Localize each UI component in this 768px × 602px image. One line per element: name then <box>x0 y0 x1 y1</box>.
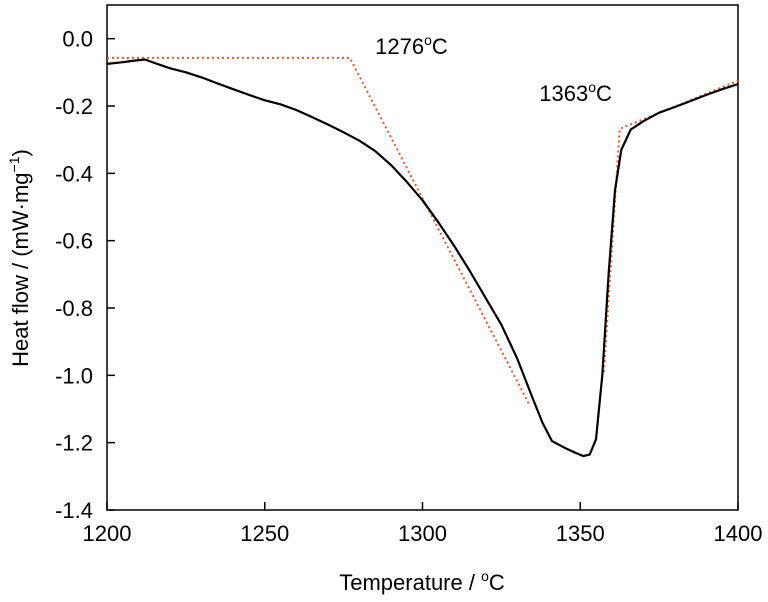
tangent-line <box>107 56 531 407</box>
x-tick-label: 1350 <box>556 521 605 546</box>
data-series <box>106 58 739 458</box>
annotations: 1276oC 1363oC <box>375 32 612 106</box>
y-tick-label: -1.0 <box>55 363 93 388</box>
y-tick-label: -0.2 <box>55 94 93 119</box>
y-tick-label: -1.4 <box>55 498 93 523</box>
y-tick-label: 0.0 <box>62 27 93 52</box>
y-tick-label: -0.8 <box>55 296 93 321</box>
x-tick-label: 1200 <box>83 521 132 546</box>
y-tick-label: -0.6 <box>55 229 93 254</box>
annotation-onset: 1276oC <box>375 32 448 59</box>
y-axis-label: Heat flow / (mW·mg−1) <box>6 149 33 367</box>
tangent-lines <box>107 56 739 407</box>
tangent-line <box>602 79 739 373</box>
y-tick-label: -0.4 <box>55 161 93 186</box>
x-axis-ticks: 1200 1250 1300 1350 1400 <box>83 502 763 546</box>
x-tick-label: 1250 <box>240 521 289 546</box>
y-axis-ticks: 0.0 -0.2 -0.4 -0.6 -0.8 -1.0 -1.2 -1.4 <box>55 27 115 523</box>
heat-flow-line <box>106 58 739 458</box>
y-tick-label: -1.2 <box>55 431 93 456</box>
x-tick-label: 1400 <box>714 521 763 546</box>
annotation-endset: 1363oC <box>539 79 612 106</box>
x-axis-label: Temperature / oC <box>339 568 505 595</box>
plot-frame <box>106 4 739 511</box>
x-tick-label: 1300 <box>398 521 447 546</box>
